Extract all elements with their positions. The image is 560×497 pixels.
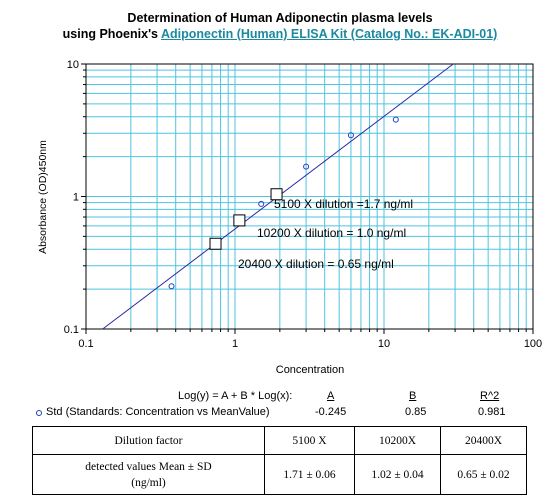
data-point-circle <box>168 283 175 290</box>
header-cell: 5100 X <box>264 426 355 455</box>
y-tick-label: 0.1 <box>64 324 79 336</box>
results-table: Dilution factor 5100 X 10200X 20400X det… <box>32 426 527 495</box>
header-cell: Dilution factor <box>32 426 265 455</box>
fit-summary: Log(y) = A + B * Log(x): A B R^2 Std (St… <box>0 386 560 422</box>
chart-title: Determination of Human Adiponectin plasm… <box>0 10 560 42</box>
legend-circle-icon <box>36 410 42 416</box>
y-tick-label: 1 <box>73 192 79 204</box>
x-tick-label: 1 <box>232 338 238 350</box>
results-header-row: Dilution factor 5100 X 10200X 20400X <box>32 426 527 455</box>
fit-series-label: Std (Standards: Concentration vs MeanVal… <box>46 406 270 418</box>
x-tick-label: 100 <box>524 338 542 350</box>
fit-value-r2: 0.981 <box>478 406 506 418</box>
title-line-2: using Phoenix's Adiponectin (Human) ELIS… <box>0 26 560 42</box>
x-axis-label: Concentration <box>276 364 345 376</box>
standard-curve-chart: 0.1 1 10 100 0.1 1 10 5100 X dilution =1.7 ng… <box>37 59 542 376</box>
y-tick-labels: 0.1 1 10 <box>64 59 79 336</box>
fit-equation: Log(y) = A + B * Log(x): <box>178 390 293 402</box>
x-tick-label: 10 <box>378 338 390 350</box>
value-cell: 1.02 ± 0.04 <box>354 454 441 495</box>
value-cell: 1.71 ± 0.06 <box>264 454 355 495</box>
header-cell: 10200X <box>354 426 441 455</box>
header-cell: 20400X <box>440 426 527 455</box>
data-point-circle <box>347 132 354 139</box>
fit-value-a: -0.245 <box>315 406 347 418</box>
data-marks <box>168 116 399 290</box>
value-cell: 0.65 ± 0.02 <box>440 454 527 495</box>
kit-link[interactable]: Adiponectin (Human) ELISA Kit (Catalog N… <box>161 27 498 41</box>
title-prefix: using Phoenix's <box>62 27 161 41</box>
x-tick-labels: 0.1 1 10 100 <box>78 338 542 350</box>
fit-header-b: B <box>409 390 417 402</box>
sample-marker-square <box>209 237 222 250</box>
row-label-line-2: (ng/ml) <box>131 476 166 489</box>
annotations: 5100 X dilution =1.7 ng/ml 10200 X diluti… <box>238 197 413 271</box>
dilution-annotation: 5100 X dilution =1.7 ng/ml <box>274 197 413 211</box>
results-value-row: detected values Mean ± SD (ng/ml) 1.71 ±… <box>32 454 527 495</box>
sample-marker-square <box>233 214 246 227</box>
y-axis-label: Absorbance (OD)450nm <box>37 140 49 254</box>
x-tick-label: 0.1 <box>78 338 93 350</box>
grid <box>86 64 533 329</box>
axis-ticks <box>81 63 534 334</box>
title-line-1: Determination of Human Adiponectin plasm… <box>127 11 433 25</box>
fit-header-r2: R^2 <box>480 390 500 402</box>
dilution-annotation: 20400 X dilution = 0.65 ng/ml <box>238 257 394 271</box>
y-tick-label: 10 <box>67 59 79 71</box>
data-point-circle <box>303 163 310 170</box>
fit-value-b: 0.85 <box>405 406 427 418</box>
row-label-line-1: detected values Mean ± SD <box>85 460 212 473</box>
sample-marker-square <box>270 188 283 201</box>
data-point-circle <box>392 116 399 123</box>
data-point-circle <box>258 200 265 207</box>
dilution-annotation: 10200 X dilution = 1.0 ng/ml <box>257 226 406 240</box>
fit-header-a: A <box>327 390 335 402</box>
row-label-cell: detected values Mean ± SD (ng/ml) <box>32 454 265 495</box>
